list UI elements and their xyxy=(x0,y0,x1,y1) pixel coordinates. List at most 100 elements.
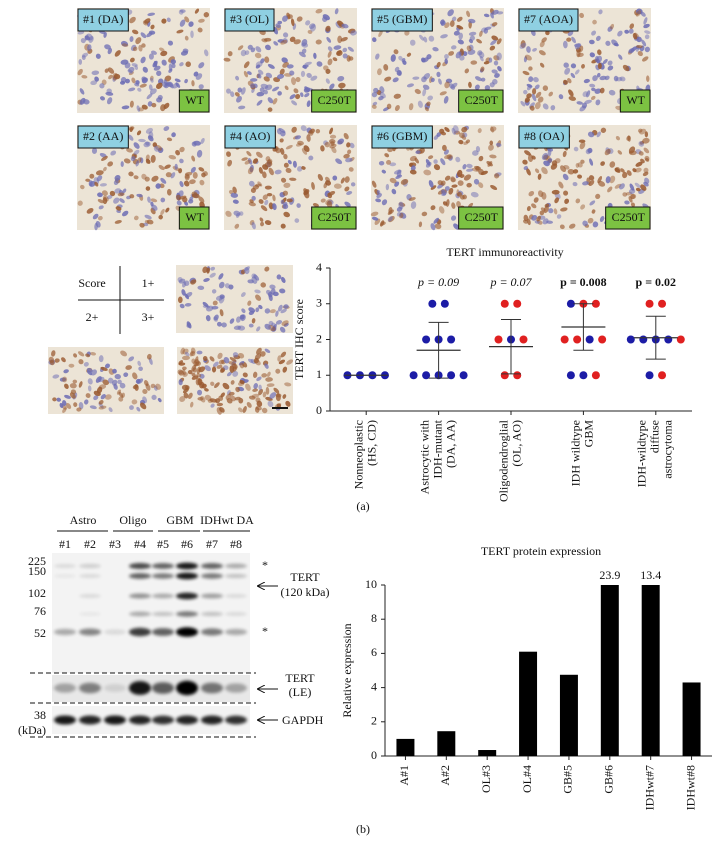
blot-band xyxy=(225,563,247,569)
nucleus xyxy=(230,91,235,98)
nucleus xyxy=(59,377,67,382)
nucleus xyxy=(246,151,252,157)
nucleus xyxy=(283,153,288,160)
data-point xyxy=(573,335,582,344)
nucleus xyxy=(256,99,263,106)
nucleus xyxy=(441,189,447,196)
nucleus xyxy=(377,68,382,76)
nucleus xyxy=(447,9,454,17)
nucleus xyxy=(135,160,140,167)
nucleus xyxy=(179,303,185,309)
nucleus xyxy=(422,84,430,90)
nucleus xyxy=(272,97,278,105)
nucleus xyxy=(211,366,217,373)
nucleus xyxy=(523,89,528,95)
nucleus xyxy=(150,77,154,83)
nucleus xyxy=(391,188,397,195)
nucleus xyxy=(293,88,299,94)
nucleus xyxy=(537,190,544,198)
nucleus xyxy=(280,147,285,155)
sample-label: #5 (GBM) xyxy=(377,12,427,26)
nucleus xyxy=(474,76,482,82)
nucleus xyxy=(570,72,576,79)
nucleus xyxy=(269,309,276,314)
nucleus xyxy=(629,23,635,29)
status-label: C250T xyxy=(318,210,352,224)
nucleus xyxy=(337,75,345,82)
nucleus xyxy=(582,91,588,97)
nucleus xyxy=(279,68,285,75)
nucleus xyxy=(132,46,138,52)
nucleus xyxy=(535,91,542,99)
nucleus xyxy=(296,16,303,22)
group-label: GBM xyxy=(166,513,194,527)
nucleus xyxy=(371,92,378,98)
nucleus xyxy=(438,206,445,214)
nucleus xyxy=(456,200,461,208)
nucleus xyxy=(264,323,271,330)
data-point xyxy=(585,335,594,344)
nucleus xyxy=(133,149,140,155)
nucleus xyxy=(123,158,131,164)
nucleus xyxy=(233,325,242,330)
nucleus xyxy=(336,50,343,57)
nucleus xyxy=(97,199,104,204)
nucleus xyxy=(440,34,448,39)
nucleus xyxy=(444,22,450,29)
nucleus xyxy=(282,366,288,373)
nucleus xyxy=(384,76,392,82)
nucleus xyxy=(329,127,334,135)
nucleus xyxy=(418,221,423,228)
nucleus xyxy=(589,158,594,166)
nucleus xyxy=(251,195,256,201)
nucleus xyxy=(203,278,210,282)
nucleus xyxy=(550,105,556,111)
nucleus xyxy=(306,100,311,108)
nucleus xyxy=(519,42,527,49)
nucleus xyxy=(239,211,244,216)
nucleus xyxy=(226,371,232,377)
nucleus xyxy=(251,222,256,230)
nucleus xyxy=(640,158,645,164)
nucleus xyxy=(458,132,465,139)
nucleus xyxy=(230,192,239,198)
nucleus xyxy=(120,161,124,168)
nucleus xyxy=(219,294,225,299)
nucleus xyxy=(155,183,161,189)
nucleus xyxy=(472,150,479,156)
nucleus xyxy=(243,70,248,78)
y-tick-label: 1 xyxy=(316,367,322,381)
nucleus xyxy=(100,394,106,400)
value-label: 23.9 xyxy=(599,568,620,582)
nucleus xyxy=(93,395,99,401)
nucleus xyxy=(589,52,595,58)
nucleus xyxy=(271,322,276,327)
nucleus xyxy=(304,61,312,66)
nucleus xyxy=(286,64,294,69)
nucleus xyxy=(237,352,245,359)
x-tick-label: OL#3 xyxy=(479,765,493,793)
nucleus xyxy=(106,194,113,200)
nucleus xyxy=(73,353,78,358)
nucleus xyxy=(643,23,650,29)
nucleus xyxy=(117,379,122,385)
nucleus xyxy=(250,187,256,193)
nucleus xyxy=(244,159,251,165)
score-title: Score xyxy=(78,276,105,290)
nucleus xyxy=(523,165,528,170)
nucleus xyxy=(421,211,428,217)
data-point xyxy=(664,335,673,344)
nucleus xyxy=(305,20,311,26)
nucleus xyxy=(206,305,214,312)
nucleus xyxy=(569,223,576,229)
nucleus xyxy=(142,66,148,73)
nucleus xyxy=(265,44,271,51)
nucleus xyxy=(289,177,297,181)
nucleus xyxy=(451,127,456,135)
lane-label: #6 xyxy=(181,537,193,551)
nucleus xyxy=(626,170,632,176)
nucleus xyxy=(385,183,390,191)
p-value: p = 0.07 xyxy=(489,275,532,289)
nucleus xyxy=(491,69,498,74)
